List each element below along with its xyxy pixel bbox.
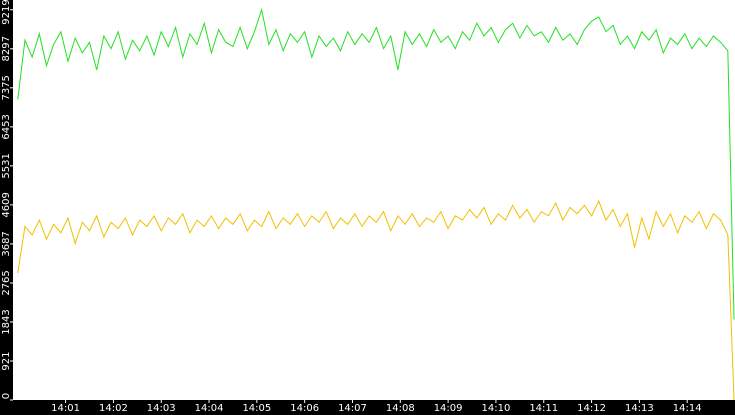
x-tick-label: 14:05 (242, 403, 271, 414)
y-tick-label: 8297 (1, 36, 12, 61)
x-tick-label: 14:10 (482, 403, 511, 414)
y-tick-label: 3687 (1, 231, 12, 256)
x-tick-label: 14:12 (577, 403, 606, 414)
x-tick-label: 14:14 (673, 403, 702, 414)
y-tick-label: 7375 (1, 75, 12, 100)
y-tick-label: 4609 (1, 192, 12, 217)
y-tick-label: 1843 (1, 309, 12, 334)
x-tick-label: 14:13 (625, 403, 654, 414)
x-tick-label: 14:02 (99, 403, 128, 414)
y-tick-label: 2765 (1, 270, 12, 295)
x-tick-label: 14:01 (51, 403, 80, 414)
x-axis-strip (0, 400, 735, 415)
x-tick-label: 14:08 (386, 403, 415, 414)
y-tick-label: 5531 (1, 153, 12, 178)
x-tick-label: 14:11 (529, 403, 558, 414)
x-tick-label: 14:06 (290, 403, 319, 414)
y-tick-label: 0 (1, 393, 12, 399)
x-tick-label: 14:09 (434, 403, 463, 414)
y-tick-label: 9219 (1, 0, 12, 25)
y-tick-label: 6453 (1, 114, 12, 139)
series-line (17, 199, 735, 401)
x-tick-label: 14:04 (195, 403, 224, 414)
series-line (17, 7, 735, 320)
x-tick-label: 14:03 (147, 403, 176, 414)
y-axis-strip (0, 0, 13, 415)
x-tick-label: 14:07 (338, 403, 367, 414)
y-tick-label: 921 (1, 351, 12, 370)
